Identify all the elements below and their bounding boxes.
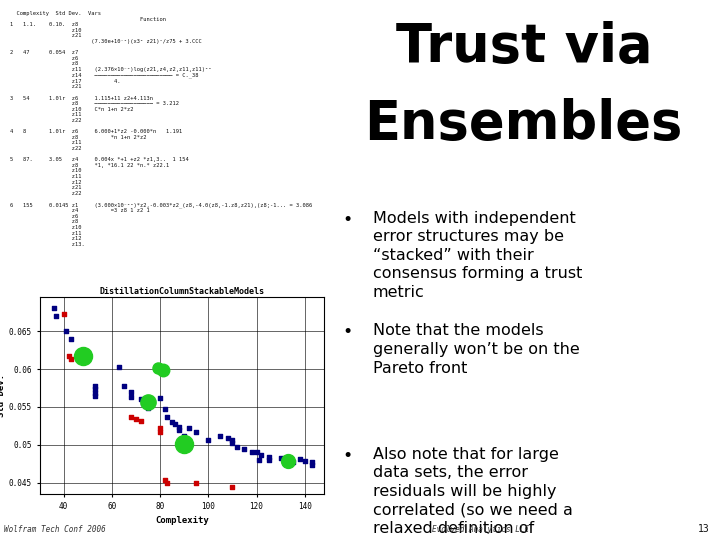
Text: 13: 13	[698, 523, 709, 534]
Text: Complexity  Std Dev.  Vars
                                        Function
1   : Complexity Std Dev. Vars Function 1	[10, 11, 312, 252]
Point	[166, 418, 178, 427]
Point	[135, 395, 147, 404]
Point	[174, 426, 185, 435]
Point	[75, 357, 86, 366]
Text: •: •	[343, 447, 353, 464]
Title: DistillationColumnStackableModels: DistillationColumnStackableModels	[99, 287, 264, 296]
Text: •: •	[343, 323, 353, 341]
Text: Ensembles: Ensembles	[364, 98, 683, 150]
Point	[174, 423, 185, 431]
Point	[66, 355, 77, 363]
Point	[50, 312, 62, 320]
Point	[159, 405, 171, 414]
Point	[251, 448, 262, 457]
Point	[135, 416, 147, 425]
Point	[222, 434, 233, 442]
Point	[125, 387, 137, 396]
Y-axis label: Std Dev.: Std Dev.	[0, 374, 6, 417]
Text: •: •	[343, 211, 353, 228]
Point	[227, 439, 238, 448]
Point	[202, 435, 214, 444]
Point	[154, 428, 166, 436]
Point	[58, 310, 69, 319]
Point	[191, 479, 202, 488]
Text: Note that the models
generally won’t be on the
Pareto front: Note that the models generally won’t be …	[373, 323, 580, 376]
Point	[306, 460, 318, 469]
Point	[161, 479, 173, 488]
Point	[138, 399, 149, 408]
Point	[48, 304, 60, 313]
Text: Evolved Analytics LLC: Evolved Analytics LLC	[432, 524, 529, 534]
Point	[89, 381, 101, 390]
Point	[279, 456, 291, 465]
Point	[231, 443, 243, 451]
Text: Trust via: Trust via	[395, 21, 652, 73]
Point	[294, 455, 306, 463]
Point	[143, 404, 154, 413]
Point	[89, 388, 101, 397]
Point	[154, 424, 166, 433]
Point	[287, 458, 298, 467]
Point	[239, 445, 251, 454]
Point	[256, 450, 267, 459]
Point	[154, 394, 166, 402]
Point	[130, 415, 142, 423]
Point	[63, 352, 74, 361]
Point	[113, 362, 125, 371]
Point	[125, 413, 137, 421]
Point	[184, 424, 195, 433]
Point	[159, 476, 171, 485]
Point	[306, 458, 318, 467]
Point	[246, 447, 258, 456]
Point	[275, 454, 287, 463]
Point	[75, 348, 86, 356]
Point	[89, 385, 101, 394]
Point	[161, 413, 173, 421]
Text: Wolfram Tech Conf 2006: Wolfram Tech Conf 2006	[4, 524, 105, 534]
Point	[215, 431, 226, 440]
Point	[168, 420, 180, 429]
Point	[60, 327, 72, 335]
Text: Models with independent
error structures may be
“stacked” with their
consensus f: Models with independent error structures…	[373, 211, 582, 300]
Point	[89, 392, 101, 401]
Point	[227, 436, 238, 444]
Text: Also note that for large
data sets, the error
residuals will be highly
correlate: Also note that for large data sets, the …	[373, 447, 572, 540]
Point	[263, 453, 274, 461]
Point	[191, 428, 202, 436]
Point	[179, 431, 190, 440]
Point	[227, 482, 238, 491]
Point	[66, 334, 77, 343]
Point	[118, 381, 130, 390]
Point	[253, 456, 265, 464]
Point	[263, 456, 274, 464]
X-axis label: Complexity: Complexity	[155, 516, 209, 525]
Point	[125, 393, 137, 401]
Point	[299, 456, 310, 465]
Point	[75, 353, 86, 362]
